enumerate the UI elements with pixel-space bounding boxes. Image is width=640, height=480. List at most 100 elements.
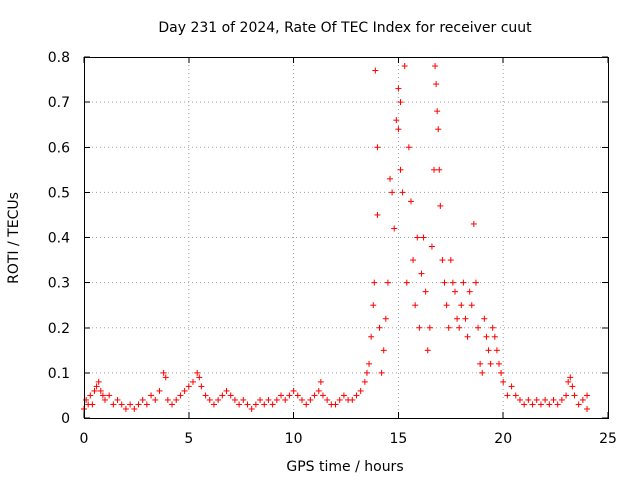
- data-point: [236, 401, 243, 408]
- data-point: [189, 378, 196, 385]
- data-point: [403, 279, 410, 286]
- data-point: [399, 189, 406, 196]
- data-point: [370, 302, 377, 309]
- data-point: [156, 387, 163, 394]
- data-point: [436, 166, 443, 173]
- data-point: [426, 324, 433, 331]
- data-point: [87, 392, 94, 399]
- data-point: [374, 144, 381, 151]
- data-point: [177, 392, 184, 399]
- x-tick-label: 10: [285, 431, 303, 447]
- data-point: [252, 401, 259, 408]
- data-point: [405, 144, 412, 151]
- data-point: [152, 396, 159, 403]
- data-point: [460, 279, 467, 286]
- data-point: [101, 396, 108, 403]
- y-tick-label: 0.2: [48, 321, 70, 337]
- data-point: [579, 396, 586, 403]
- x-axis: 0 5 10 15 20 25: [80, 57, 617, 447]
- data-point: [412, 302, 419, 309]
- data-point: [361, 378, 368, 385]
- data-point: [311, 392, 318, 399]
- data-point: [500, 378, 507, 385]
- y-tick-label: 0.1: [48, 366, 70, 382]
- data-point: [278, 392, 285, 399]
- data-point: [496, 360, 503, 367]
- data-point: [422, 288, 429, 295]
- y-tick-label: 0.6: [48, 140, 70, 156]
- data-point: [516, 396, 523, 403]
- data-point: [202, 392, 209, 399]
- data-point: [451, 288, 458, 295]
- data-point: [487, 360, 494, 367]
- data-point: [542, 396, 549, 403]
- data-point: [244, 401, 251, 408]
- data-point: [454, 315, 461, 322]
- y-axis: 0 0.1 0.2 0.3 0.4 0.5 0.6 0.7 0.8: [48, 50, 608, 427]
- data-point: [99, 392, 106, 399]
- data-point: [443, 302, 450, 309]
- data-point: [257, 396, 264, 403]
- data-point: [282, 396, 289, 403]
- data-point: [374, 211, 381, 218]
- data-point: [489, 324, 496, 331]
- data-point: [317, 378, 324, 385]
- data-point: [554, 401, 561, 408]
- data-point: [445, 324, 452, 331]
- data-point: [215, 396, 222, 403]
- data-point: [418, 270, 425, 277]
- data-point: [479, 369, 486, 376]
- data-point: [498, 369, 505, 376]
- data-point: [315, 387, 322, 394]
- data-point: [148, 392, 155, 399]
- data-point: [491, 333, 498, 340]
- data-point: [434, 108, 441, 115]
- data-point: [248, 405, 255, 412]
- data-point: [401, 63, 408, 70]
- data-point: [508, 383, 515, 390]
- data-point: [584, 392, 591, 399]
- y-tick-label: 0.4: [48, 231, 70, 247]
- data-point: [303, 401, 310, 408]
- data-point: [407, 198, 414, 205]
- data-point: [525, 396, 532, 403]
- data-point: [353, 392, 360, 399]
- data-point: [91, 387, 98, 394]
- data-point: [449, 279, 456, 286]
- data-point: [143, 401, 150, 408]
- data-point: [475, 324, 482, 331]
- data-point: [575, 401, 582, 408]
- data-point: [307, 396, 314, 403]
- data-point: [569, 383, 576, 390]
- x-tick-label: 5: [184, 431, 193, 447]
- data-point: [472, 279, 479, 286]
- data-point: [298, 396, 305, 403]
- x-axis-label: GPS time / hours: [286, 459, 403, 475]
- data-point: [240, 396, 247, 403]
- data-point: [447, 257, 454, 264]
- data-point: [194, 369, 201, 376]
- y-tick-label: 0: [61, 411, 70, 427]
- data-point: [433, 81, 440, 88]
- data-point: [227, 392, 234, 399]
- y-axis-label: ROTI / TECUs: [6, 192, 22, 284]
- data-point: [127, 401, 134, 408]
- data-point: [546, 401, 553, 408]
- data-point: [340, 392, 347, 399]
- data-point: [393, 117, 400, 124]
- data-point: [349, 396, 356, 403]
- data-point: [424, 347, 431, 354]
- data-point: [181, 387, 188, 394]
- data-point: [95, 378, 102, 385]
- data-point: [206, 396, 213, 403]
- data-point: [265, 396, 272, 403]
- data-point: [169, 401, 176, 408]
- data-point: [110, 401, 117, 408]
- data-point: [89, 401, 96, 408]
- data-point: [521, 401, 528, 408]
- data-point: [431, 166, 438, 173]
- data-point: [357, 387, 364, 394]
- data-point: [139, 396, 146, 403]
- data-point: [439, 257, 446, 264]
